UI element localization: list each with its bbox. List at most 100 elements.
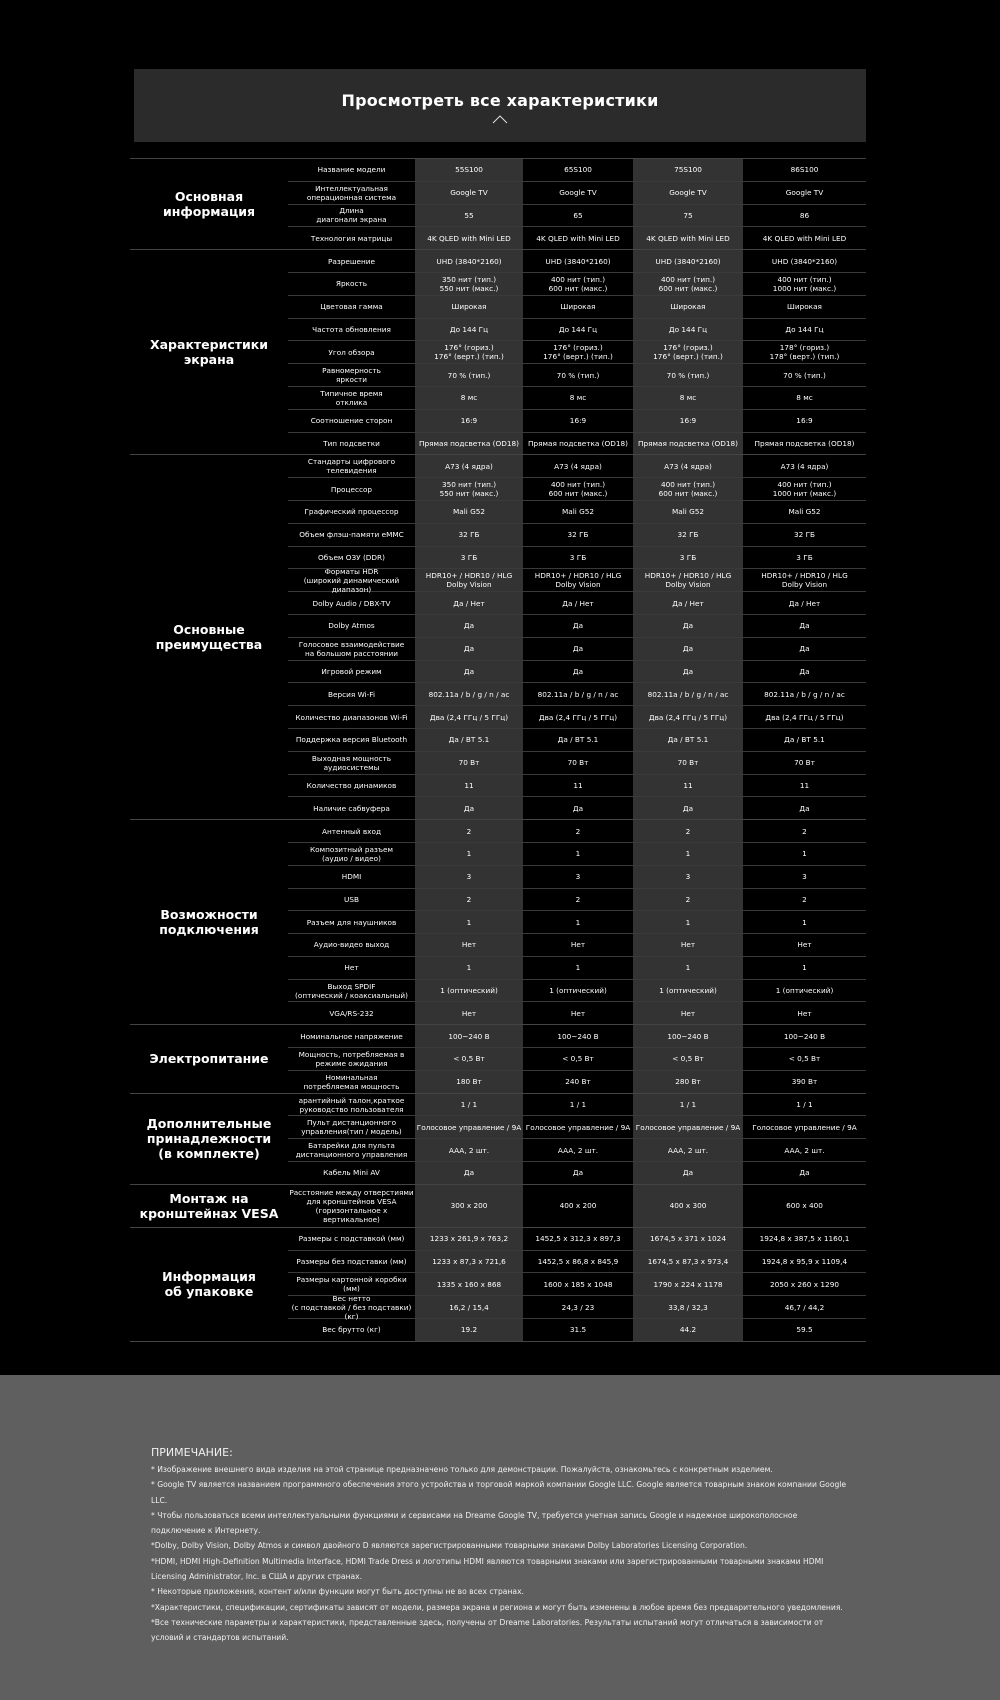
row-value: 86 bbox=[799, 210, 810, 220]
row-label: HDMI bbox=[341, 872, 362, 882]
section-title: Основные преимущества bbox=[155, 622, 263, 653]
row-value: 176° (гориз.) 176° (верт.) (тип.) bbox=[543, 343, 613, 362]
row-value: UHD (3840*2160) bbox=[771, 256, 838, 266]
row-value: 86S100 bbox=[790, 165, 819, 175]
row-value: 1 (оптический) bbox=[415, 979, 523, 1002]
row-value: 802.11a / b / g / n / ac bbox=[537, 689, 619, 699]
row-value: Да bbox=[572, 803, 584, 813]
row-value: 1 / 1 bbox=[569, 1100, 587, 1110]
row-value: < 0,5 Вт bbox=[788, 1054, 821, 1064]
table-row: арантийный талон,краткое руководство пол… bbox=[288, 1093, 866, 1117]
row-value: Прямая подсветка (OD18) bbox=[633, 432, 743, 455]
row-value: 32 ГБ bbox=[567, 530, 589, 540]
row-value: AAA, 2 шт. bbox=[784, 1145, 825, 1155]
row-value: 75S100 bbox=[633, 159, 743, 181]
row-label: Угол обзора bbox=[328, 347, 375, 357]
row-value: Да bbox=[799, 644, 810, 654]
row-value: 176° (гориз.) 176° (верт.) (тип.) bbox=[633, 341, 743, 364]
row-value: 70 Вт bbox=[794, 758, 815, 768]
table-row: Аудио-видео выход Нет Нет Нет Нет bbox=[288, 934, 866, 957]
note-item: *Dolby, Dolby Vision, Dolby Atmos и симв… bbox=[151, 1541, 748, 1551]
view-all-specs-header[interactable]: Просмотреть все характеристики bbox=[134, 69, 866, 142]
row-label: Размеры с подставкой (мм) bbox=[298, 1234, 405, 1244]
row-label: Игровой режим bbox=[321, 666, 382, 676]
row-value: Да / Нет bbox=[415, 592, 523, 614]
row-value: Да bbox=[415, 660, 523, 683]
row-value: Да / BT 5.1 bbox=[633, 728, 743, 751]
row-label: Яркость bbox=[335, 279, 368, 289]
row-value: Да bbox=[799, 803, 810, 813]
row-value: 2050 x 260 x 1290 bbox=[770, 1279, 839, 1289]
row-value: 19.2 bbox=[415, 1319, 523, 1341]
row-value: 65 bbox=[573, 210, 583, 220]
row-value: 16,2 / 15,4 bbox=[415, 1296, 523, 1319]
row-value: Широкая bbox=[787, 302, 822, 312]
row-label: Dolby Audio / DBX-TV bbox=[312, 598, 391, 608]
row-value: До 144 Гц bbox=[633, 318, 743, 341]
row-value: Голосовое управление / 9A bbox=[633, 1116, 743, 1139]
note-item: * Google TV является названием программн… bbox=[151, 1480, 847, 1505]
row-value: 70 % (тип.) bbox=[783, 370, 826, 380]
row-label: Батарейки для пульта дистанционного упра… bbox=[295, 1141, 408, 1160]
row-value: Mali G52 bbox=[788, 507, 821, 517]
row-value: 1674,5 x 371 x 1024 bbox=[633, 1227, 743, 1250]
row-value: A73 (4 ядра) bbox=[633, 455, 743, 478]
row-value: 400 нит (тип.) 600 нит (макс.) bbox=[633, 478, 743, 500]
table-row: Количество диапазонов Wi-Fi Два (2,4 ГГц … bbox=[288, 706, 866, 729]
row-value: 400 нит (тип.) 1000 нит (макс.) bbox=[772, 480, 837, 499]
table-row: Нет 1 1 1 1 bbox=[288, 956, 866, 980]
row-value: Да bbox=[633, 637, 743, 660]
row-label: Номинальное напряжение bbox=[300, 1031, 403, 1041]
row-value: 400 нит (тип.) 600 нит (макс.) bbox=[633, 272, 743, 295]
row-value: 32 ГБ bbox=[415, 523, 523, 546]
section-rows: Разрешение UHD (3840*2160) UHD (3840*2160)… bbox=[288, 250, 866, 455]
row-value: 11 bbox=[415, 774, 523, 797]
table-row: Объем ОЗУ (DDR) 3 ГБ 3 ГБ 3 ГБ 3 ГБ bbox=[288, 546, 866, 570]
table-row: HDMI 3 3 3 3 bbox=[288, 865, 866, 889]
row-value: 3 ГБ bbox=[796, 552, 813, 562]
row-value: 600 x 400 bbox=[786, 1201, 823, 1211]
row-value: HDR10+ / HDR10 / HLG Dolby Vision bbox=[415, 569, 523, 592]
row-value: 400 нит (тип.) 600 нит (макс.) bbox=[548, 480, 608, 499]
row-value: 4K QLED with Mini LED bbox=[762, 233, 847, 243]
row-value: Да bbox=[572, 644, 584, 654]
table-row: Стандарты цифрового телевидения A73 (4 яд… bbox=[288, 455, 866, 479]
spec-section: Электропитание Номинальное напряжение 100~… bbox=[130, 1025, 866, 1094]
row-value: 32 ГБ bbox=[793, 530, 816, 540]
row-value: Mali G52 bbox=[633, 500, 743, 523]
row-value: Нет bbox=[415, 1002, 523, 1025]
note-item: * Чтобы пользоваться всеми интеллектуаль… bbox=[151, 1510, 798, 1536]
row-label: Композитный разъем (аудио / видео) bbox=[310, 844, 393, 863]
row-value: 2 bbox=[633, 820, 743, 842]
row-label: Объем флэш-памяти eMMC bbox=[299, 530, 404, 540]
row-value: Да / BT 5.1 bbox=[557, 735, 599, 745]
row-value: Google TV bbox=[559, 188, 597, 198]
row-value: 100~240 В bbox=[557, 1031, 599, 1041]
spec-table: Основная информация Название модели 55S100… bbox=[130, 158, 866, 1342]
row-label: Длина диагонали экрана bbox=[316, 206, 387, 225]
table-row: Разрешение UHD (3840*2160) UHD (3840*2160)… bbox=[288, 250, 866, 273]
row-value: 400 x 300 bbox=[633, 1184, 743, 1227]
table-row: Технология матрицы 4K QLED with Mini LED 4… bbox=[288, 227, 866, 250]
note-item: * Некоторые приложения, контент и/или фу… bbox=[151, 1587, 524, 1597]
row-label: Равномерность яркости bbox=[322, 366, 381, 385]
table-row: Номинальное напряжение 100~240 В 100~240 В… bbox=[288, 1025, 866, 1049]
row-value: 55 bbox=[415, 204, 523, 227]
row-value: Прямая подсветка (OD18) bbox=[527, 438, 629, 448]
table-row: Угол обзора 176° (гориз.) 176° (верт.) (т… bbox=[288, 341, 866, 365]
row-label: Антенный вход bbox=[322, 826, 381, 836]
table-row: Версия Wi-Fi 802.11a / b / g / n / ac 802.… bbox=[288, 683, 866, 707]
table-row: Вес брутто (кг) 19.2 31.5 44.2 59.5 bbox=[288, 1319, 866, 1341]
row-value: 3 ГБ bbox=[569, 552, 587, 562]
row-value: 1 bbox=[415, 956, 523, 979]
chevron-up-icon[interactable] bbox=[492, 114, 508, 124]
row-label: Аудио-видео выход bbox=[313, 940, 390, 950]
row-value: Прямая подсветка (OD18) bbox=[754, 438, 855, 448]
row-value: 2 bbox=[415, 888, 523, 911]
row-value: До 144 Гц bbox=[558, 324, 598, 334]
table-row: Размеры с подставкой (мм) 1233 x 261,9 x … bbox=[288, 1227, 866, 1251]
row-value: Да bbox=[572, 621, 584, 631]
row-value: 11 bbox=[633, 774, 743, 797]
row-value: 100~240 В bbox=[633, 1025, 743, 1048]
row-value: Нет bbox=[570, 940, 586, 950]
